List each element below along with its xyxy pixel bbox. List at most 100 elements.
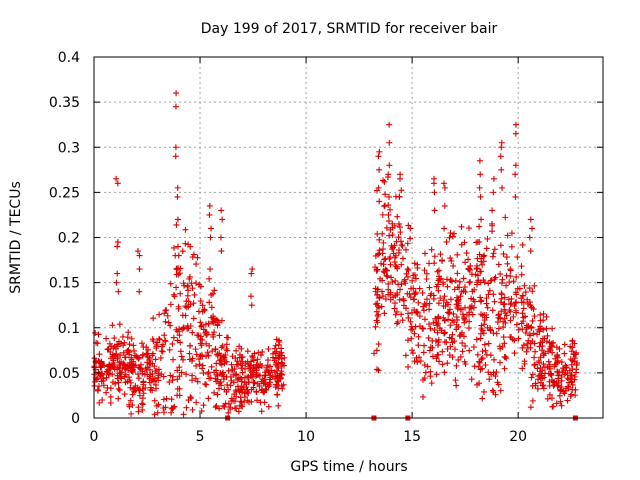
data-point: [205, 352, 212, 359]
data-point: [498, 144, 505, 151]
data-point: [99, 397, 106, 404]
data-point: [502, 319, 509, 326]
data-point: [405, 267, 412, 274]
data-point: [453, 382, 460, 389]
data-point: [477, 311, 484, 318]
data-point: [167, 280, 174, 287]
data-point: [497, 387, 504, 394]
data-point: [473, 336, 480, 343]
data-point: [410, 350, 417, 357]
data-point: [474, 239, 481, 246]
data-point: [553, 360, 560, 367]
data-point: [558, 383, 565, 390]
data-point: [387, 296, 394, 303]
data-point: [451, 286, 458, 293]
data-point: [96, 351, 103, 358]
data-point: [135, 387, 142, 394]
data-point: [121, 391, 128, 398]
data-point: [200, 402, 207, 409]
data-point: [537, 354, 544, 361]
data-point: [501, 294, 508, 301]
data-point: [249, 352, 256, 359]
data-point: [404, 273, 411, 280]
data-point: [458, 223, 465, 230]
data-point: [156, 311, 163, 318]
data-point: [265, 345, 272, 352]
data-point: [478, 216, 485, 223]
data-point: [490, 250, 497, 257]
data-point: [396, 224, 403, 231]
data-point: [220, 354, 227, 361]
data-point: [218, 317, 225, 324]
data-point: [135, 364, 142, 371]
data-point: [409, 326, 416, 333]
data-point: [399, 255, 406, 262]
data-point: [372, 252, 379, 259]
data-point: [161, 337, 168, 344]
data-point: [444, 283, 451, 290]
data-point: [107, 348, 114, 355]
data-point: [483, 351, 490, 358]
data-point: [385, 218, 392, 225]
data-point: [211, 389, 218, 396]
data-point: [150, 378, 157, 385]
data-point: [126, 341, 133, 348]
data-point: [258, 387, 265, 394]
data-point: [176, 325, 183, 332]
data-point: [480, 330, 487, 337]
data-point: [539, 367, 546, 374]
data-point: [429, 353, 436, 360]
data-point: [171, 403, 178, 410]
data-point: [251, 379, 258, 386]
data-point: [440, 314, 447, 321]
data-point: [511, 337, 518, 344]
data-point: [210, 313, 217, 320]
data-point: [507, 308, 514, 315]
data-point: [431, 253, 438, 260]
data-point: [380, 239, 387, 246]
data-point: [142, 365, 149, 372]
y-tick-label: 0.2: [58, 231, 80, 247]
data-point: [460, 333, 467, 340]
data-point: [445, 316, 452, 323]
data-point: [390, 250, 397, 257]
data-point: [183, 404, 190, 411]
data-point: [385, 280, 392, 287]
data-point: [470, 296, 477, 303]
data-point: [474, 265, 481, 272]
data-point: [432, 337, 439, 344]
data-point: [189, 377, 196, 384]
data-point: [423, 275, 430, 282]
data-point: [408, 323, 415, 330]
x-tick-label: 5: [196, 429, 205, 445]
data-point: [157, 354, 164, 361]
data-point: [449, 339, 456, 346]
data-point: [206, 375, 213, 382]
data-point: [513, 321, 520, 328]
data-point: [447, 343, 454, 350]
data-point: [436, 275, 443, 282]
data-point: [455, 298, 462, 305]
data-point: [257, 361, 264, 368]
data-point: [191, 291, 198, 298]
data-point: [421, 250, 428, 257]
data-point: [523, 322, 530, 329]
data-point: [549, 325, 556, 332]
data-point: [558, 402, 565, 409]
data-point: [208, 291, 215, 298]
data-point: [132, 362, 139, 369]
data-point: [549, 377, 556, 384]
data-point: [197, 283, 204, 290]
data-point: [423, 270, 430, 277]
data-point: [158, 348, 165, 355]
data-point: [140, 378, 147, 385]
data-point: [522, 329, 529, 336]
data-point: [433, 283, 440, 290]
data-point: [213, 402, 220, 409]
data-point: [139, 370, 146, 377]
data-point: [502, 214, 509, 221]
data-point: [426, 260, 433, 267]
data-point: [176, 373, 183, 380]
data-point: [453, 294, 460, 301]
data-point: [392, 311, 399, 318]
